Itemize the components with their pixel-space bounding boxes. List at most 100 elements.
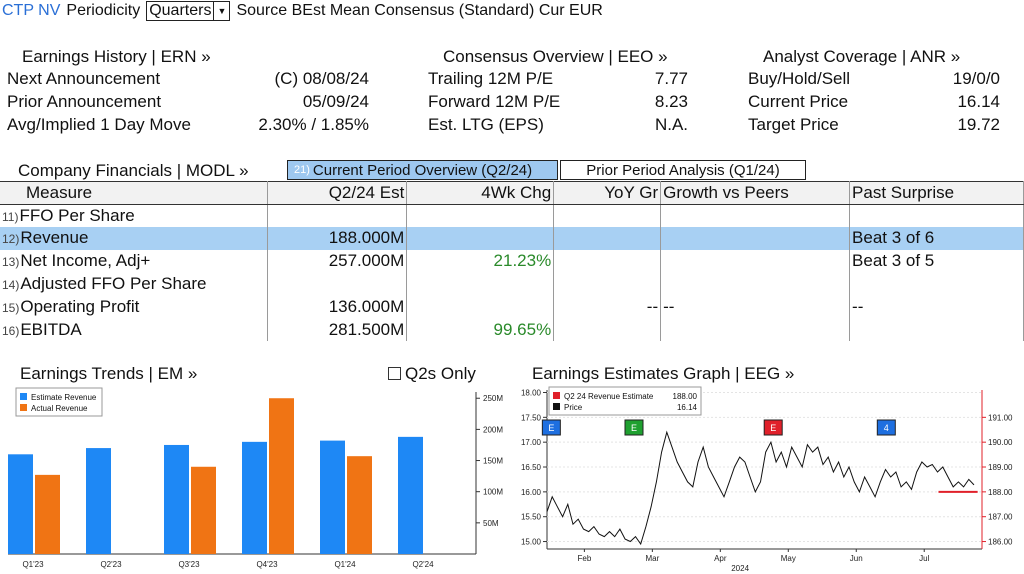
- row-label: Est. LTG (EPS): [428, 115, 544, 134]
- row-label: Prior Announcement: [7, 92, 162, 111]
- marker-label: E: [631, 423, 637, 433]
- yoy-cell: [553, 204, 662, 228]
- earnings-estimates-title[interactable]: Earnings Estimates Graph | EEG »: [532, 364, 795, 383]
- y-tick-label: 50M: [483, 519, 499, 528]
- table-row[interactable]: 11)FFO Per Share: [0, 204, 1024, 228]
- left-tick-label: 17.50: [521, 413, 542, 422]
- tab-current-period[interactable]: 21) Current Period Overview (Q2/24): [287, 160, 558, 180]
- x-tick-label: Jul: [919, 554, 929, 563]
- left-tick-label: 17.00: [521, 438, 542, 447]
- marker-box: [763, 419, 783, 436]
- estimate-bar: [398, 436, 423, 554]
- col-header-est[interactable]: Q2/24 Est: [267, 181, 408, 205]
- event-marker: E: [763, 419, 783, 436]
- table-row[interactable]: 12)Revenue 188.000M Beat 3 of 6: [0, 227, 1024, 250]
- event-marker: 4: [876, 419, 896, 436]
- yoy-cell: --: [553, 295, 662, 319]
- yoy-cell: [553, 272, 662, 296]
- surprise-cell: --: [849, 295, 1024, 319]
- legend-swatch: [20, 393, 27, 400]
- col-header-yoy[interactable]: YoY Gr: [553, 181, 662, 205]
- row-value: 05/09/24: [302, 92, 369, 111]
- measure-cell: Net Income, Adj+: [20, 251, 151, 271]
- row-label: Trailing 12M P/E: [428, 69, 554, 88]
- table-row[interactable]: 13)Net Income, Adj+ 257.000M 21.23% Beat…: [0, 249, 1024, 273]
- est-cell: [267, 204, 408, 228]
- tab-prior-period[interactable]: Prior Period Analysis (Q1/24): [560, 160, 806, 180]
- left-tick-label: 16.00: [521, 488, 542, 497]
- x-tick-label: Q1'23: [22, 560, 44, 569]
- table-header-row: Measure Q2/24 Est 4Wk Chg YoY Gr Growth …: [0, 181, 1024, 205]
- col-header-chg[interactable]: 4Wk Chg: [406, 181, 555, 205]
- earnings-trends-chart: 50M 100M 150M 200M 250M Q1'23 Q2'23 Q3'23 Q4'23 Q…: [8, 387, 503, 569]
- row-value: 7.77: [654, 69, 688, 88]
- estimate-bar: [86, 448, 111, 554]
- est-cell: [267, 272, 408, 296]
- surprise-cell: [849, 204, 1024, 228]
- peers-cell: --: [660, 295, 851, 319]
- x-tick-label: May: [781, 554, 796, 563]
- col-header-surprise[interactable]: Past Surprise: [849, 181, 1024, 205]
- x-tick-label: Q1'24: [334, 560, 356, 569]
- left-tick-label: 16.50: [521, 463, 542, 472]
- trailing-pe-row: Trailing 12M P/E 7.77: [428, 69, 688, 91]
- chg-cell: 99.65%: [406, 318, 555, 342]
- legend-label: Actual Revenue: [31, 404, 88, 413]
- q2s-only-toggle[interactable]: Q2s Only: [388, 364, 476, 384]
- actual-bar: [269, 398, 294, 554]
- peers-cell: [660, 318, 851, 342]
- surprise-cell: [849, 272, 1024, 296]
- x-tick-label: Q2'24: [412, 560, 434, 569]
- analyst-coverage-title[interactable]: Analyst Coverage | ANR »: [763, 47, 961, 66]
- checkbox[interactable]: [388, 367, 401, 380]
- chg-cell: [406, 204, 555, 228]
- row-label: Avg/Implied 1 Day Move: [7, 115, 191, 134]
- measure-cell: FFO Per Share: [19, 205, 135, 225]
- company-financials-title[interactable]: Company Financials | MODL »: [18, 161, 249, 180]
- y-tick-label: 200M: [483, 425, 503, 434]
- legend-box: [548, 386, 702, 416]
- col-header-measure[interactable]: Measure: [0, 181, 269, 205]
- target-price-row: Target Price 19.72: [748, 115, 1000, 137]
- row-label: Next Announcement: [7, 69, 161, 88]
- legend-swatch: [20, 404, 27, 411]
- measure-cell: Operating Profit: [20, 296, 140, 316]
- actual-bar: [347, 456, 372, 554]
- consensus-overview-title[interactable]: Consensus Overview | EEO »: [443, 47, 668, 66]
- row-value: 8.23: [654, 92, 688, 111]
- x-tick-label: Jun: [850, 554, 863, 563]
- price-line: [546, 430, 975, 546]
- x-tick-label: Q4'23: [256, 560, 278, 569]
- tab-label: Prior Period Analysis (Q1/24): [586, 161, 780, 179]
- y-tick-label: 100M: [483, 488, 503, 497]
- left-tick-label: 15.50: [521, 513, 542, 522]
- legend-box: [15, 387, 103, 417]
- periodicity-select[interactable]: Quarters ▼: [146, 1, 231, 21]
- row-number: 14): [2, 278, 20, 293]
- earnings-estimates-chart: 15.00 15.50 16.00 16.50 17.00 17.50 18.00 186.0…: [521, 386, 1013, 573]
- table-row[interactable]: 15)Operating Profit 136.000M -- -- --: [0, 295, 1024, 319]
- table-row[interactable]: 14)Adjusted FFO Per Share: [0, 272, 1024, 296]
- peers-cell: [660, 272, 851, 296]
- peers-cell: [660, 249, 851, 273]
- chg-cell: [406, 295, 555, 319]
- table-row[interactable]: 16)EBITDA 281.500M 99.65%: [0, 318, 1024, 342]
- ticker-label[interactable]: CTP NV: [2, 2, 61, 19]
- chevron-down-icon[interactable]: ▼: [213, 2, 229, 20]
- marker-label: 4: [884, 423, 889, 433]
- yoy-cell: [553, 249, 662, 273]
- chart-legend: Estimate Revenue Actual Revenue: [15, 387, 103, 417]
- earnings-trends-title[interactable]: Earnings Trends | EM »: [20, 364, 198, 383]
- row-number: 11): [2, 209, 19, 224]
- x-tick-label: Q2'23: [100, 560, 122, 569]
- x-tick-label: Apr: [714, 554, 727, 563]
- earnings-history-title[interactable]: Earnings History | ERN »: [22, 47, 211, 66]
- left-tick-label: 15.00: [521, 538, 542, 547]
- col-header-peers[interactable]: Growth vs Peers: [660, 181, 851, 205]
- x-tick-label: Mar: [645, 554, 659, 563]
- event-marker: E: [624, 419, 644, 436]
- tab-label: Current Period Overview (Q2/24): [312, 161, 533, 179]
- prior-announcement-row: Prior Announcement 05/09/24: [7, 92, 369, 114]
- chg-cell: [406, 272, 555, 296]
- x-year-label: 2024: [731, 564, 749, 573]
